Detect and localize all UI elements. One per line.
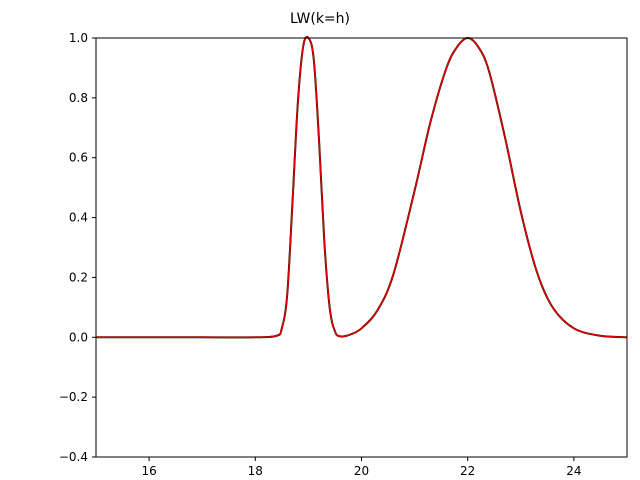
y-tick-label: 0.2	[69, 270, 88, 284]
series-line-2	[95, 36, 628, 339]
x-tick-label: 22	[460, 464, 475, 478]
plot-frame	[95, 37, 628, 458]
x-tick-label: 16	[141, 464, 156, 478]
x-tick-label: 20	[354, 464, 369, 478]
y-axis: −0.4 −0.2 0.0 0.2 0.4 0.6 0.8 1.0	[59, 31, 96, 464]
y-tick-label: 1.0	[69, 31, 88, 45]
chart-title: LW(k=h)	[290, 11, 350, 27]
y-tick-label: −0.4	[59, 450, 88, 464]
y-tick-label: −0.2	[59, 390, 88, 404]
x-tick-label: 18	[248, 464, 263, 478]
y-tick-label: 0.0	[69, 330, 88, 344]
series-line-1	[95, 36, 628, 339]
y-tick-label: 0.8	[69, 91, 88, 105]
x-tick-label: 24	[566, 464, 581, 478]
x-axis: 16 18 20 22 24	[141, 457, 582, 478]
y-tick-label: 0.6	[69, 151, 88, 165]
plot-series	[95, 36, 628, 339]
y-tick-label: 0.4	[69, 211, 88, 225]
